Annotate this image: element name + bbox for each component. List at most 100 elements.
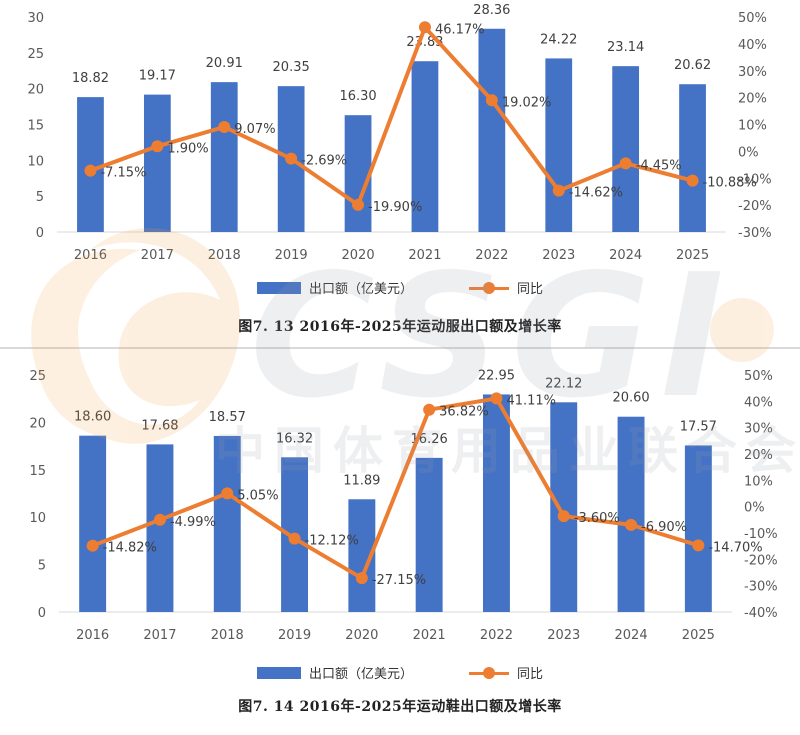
bar xyxy=(77,97,104,232)
bar-data-label: 16.32 xyxy=(276,431,313,446)
y-left-tick-label: 0 xyxy=(36,226,44,241)
yoy-point xyxy=(619,157,632,170)
legend-label-export: 出口额（亿美元） xyxy=(308,282,413,297)
bar xyxy=(344,115,372,232)
chart-footwear-legend: 出口额（亿美元） 同比 xyxy=(0,663,800,682)
yoy-point xyxy=(552,184,565,197)
x-tick-label: 2020 xyxy=(345,628,378,643)
x-tick-label: 2017 xyxy=(141,248,174,263)
x-tick-label: 2023 xyxy=(547,628,580,643)
bar xyxy=(612,66,640,232)
y-right-tick-label: 30% xyxy=(744,422,773,437)
legend-item-yoy-line: 同比 xyxy=(469,663,543,682)
yoy-data-label: 5.05% xyxy=(237,488,278,503)
y-right-tick-label: 40% xyxy=(744,395,773,410)
bar xyxy=(550,402,578,612)
bar xyxy=(478,28,506,233)
x-tick-label: 2019 xyxy=(275,248,308,263)
y-left-tick-label: 5 xyxy=(36,190,44,205)
yoy-point xyxy=(692,539,705,552)
x-tick-label: 2025 xyxy=(676,248,709,263)
bar-data-label: 17.68 xyxy=(141,418,178,433)
yoy-point xyxy=(625,518,638,531)
x-tick-label: 2021 xyxy=(413,628,446,643)
bar-data-label: 20.62 xyxy=(674,58,711,73)
yoy-point xyxy=(418,21,431,34)
yoy-point xyxy=(84,164,97,177)
yoy-line xyxy=(89,25,694,207)
bar-data-label: 20.91 xyxy=(206,56,243,71)
x-tick-label: 2025 xyxy=(682,628,715,643)
yoy-point xyxy=(557,510,570,523)
y-right-tick-label: 10% xyxy=(738,119,767,134)
y-right-tick-label: 10% xyxy=(744,474,773,489)
y-right-tick-label: 50% xyxy=(738,11,767,26)
bar xyxy=(679,84,706,233)
yoy-point xyxy=(355,572,368,585)
yoy-data-label: -4.45% xyxy=(636,158,682,173)
yoy-data-label: -14.62% xyxy=(569,186,623,201)
bar xyxy=(79,435,107,612)
x-tick-label: 2024 xyxy=(609,248,642,263)
chart-footwear-plot: 0510152025-40%-30%-20%-10%0%10%20%30%40%… xyxy=(29,368,778,643)
y-right-tick-label: 20% xyxy=(744,448,773,463)
bar-data-label: 19.17 xyxy=(139,69,176,84)
yoy-data-label: -6.90% xyxy=(641,520,687,535)
x-tick-label: 2018 xyxy=(211,628,244,643)
legend-label-export: 出口额（亿美元） xyxy=(308,667,413,682)
yoy-point xyxy=(288,532,301,545)
x-tick-label: 2023 xyxy=(542,248,575,263)
yoy-data-label: 9.07% xyxy=(234,122,275,137)
chart-apparel-plot: 051015202530-30%-20%-10%0%10%20%30%40%50… xyxy=(27,3,772,263)
legend-item-export-bar: 出口额（亿美元） xyxy=(256,278,413,297)
chart-apparel-legend: 出口额（亿美元） 同比 xyxy=(0,278,800,297)
yoy-data-label: 36.82% xyxy=(439,405,489,420)
y-right-tick-label: -10% xyxy=(738,172,772,187)
x-tick-label: 2019 xyxy=(278,628,311,643)
y-right-tick-label: -10% xyxy=(744,527,778,542)
y-right-tick-label: 30% xyxy=(738,65,767,80)
x-tick-label: 2021 xyxy=(408,248,441,263)
y-right-tick-label: 40% xyxy=(738,38,767,53)
yoy-point xyxy=(423,403,436,416)
yoy-line xyxy=(91,396,699,581)
chart-footwear-export: 0 5 10 15 20 25 -40% -30% -20% -10% 0% 10% 20% 30% 40%… xyxy=(0,350,800,735)
bar-data-label: 18.57 xyxy=(209,410,246,425)
y-left-tick-label: 10 xyxy=(29,511,46,526)
bar-data-label: 22.95 xyxy=(478,368,515,383)
y-right-tick-label: -20% xyxy=(744,553,778,568)
y-right-tick-label: 0% xyxy=(744,501,765,516)
bar-data-label: 22.12 xyxy=(545,376,582,391)
y-left-tick-label: 25 xyxy=(29,369,46,384)
bar-data-label: 18.60 xyxy=(74,410,111,425)
yoy-point xyxy=(490,392,503,405)
chart-apparel-export: 0 5 10 15 20 25 30 -30% -20% -10% 0% 10% 20% 30% 40% 50… xyxy=(0,0,800,347)
y-left-tick-label: 20 xyxy=(29,416,46,431)
y-right-tick-label: -30% xyxy=(744,580,778,595)
yoy-point xyxy=(221,487,234,500)
yoy-data-label: -14.70% xyxy=(708,540,762,555)
yoy-data-label: -10.88% xyxy=(703,176,757,191)
legend-item-export-bar: 出口额（亿美元） xyxy=(256,663,413,682)
section-divider xyxy=(0,347,800,349)
yoy-point xyxy=(86,539,99,552)
bar xyxy=(684,445,712,612)
bar xyxy=(411,61,439,232)
bar-data-label: 24.22 xyxy=(540,32,577,47)
y-left-tick-label: 15 xyxy=(27,119,44,134)
yoy-data-label: -2.69% xyxy=(301,154,347,169)
yoy-data-label: 46.17% xyxy=(435,22,485,37)
bar-data-label: 23.14 xyxy=(607,40,644,55)
yoy-point xyxy=(285,152,298,165)
y-left-tick-label: 10 xyxy=(27,154,44,169)
yoy-data-label: -7.15% xyxy=(100,166,146,181)
yoy-data-label: -19.90% xyxy=(368,200,422,215)
bar-data-label: 16.30 xyxy=(339,89,376,104)
y-right-tick-label: -30% xyxy=(738,226,772,241)
yoy-data-label: 1.90% xyxy=(167,141,208,156)
y-right-tick-label: -40% xyxy=(744,606,778,621)
legend-bar-swatch xyxy=(256,281,301,294)
legend-label-yoy: 同比 xyxy=(517,667,544,682)
yoy-point xyxy=(218,120,231,133)
yoy-point xyxy=(352,198,365,211)
